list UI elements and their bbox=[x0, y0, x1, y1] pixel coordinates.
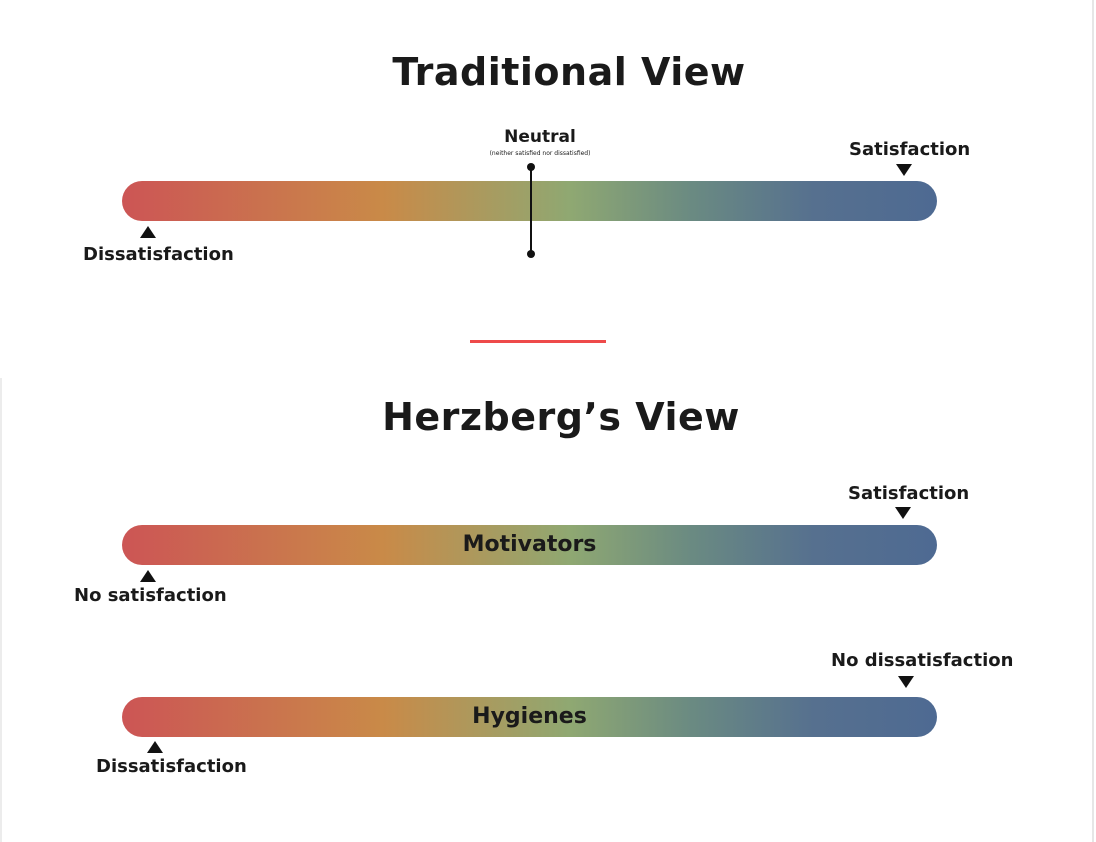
motivators-bar-label: Motivators bbox=[462, 532, 597, 557]
neutral-marker-bottom-dot bbox=[527, 250, 535, 258]
neutral-marker-line bbox=[530, 166, 532, 254]
neutral-marker-top-dot bbox=[527, 163, 535, 171]
motivators-bar: Motivators bbox=[122, 525, 937, 565]
page-edge-left bbox=[0, 378, 2, 842]
traditional-right-marker-icon bbox=[896, 164, 912, 176]
neutral-label: Neutral bbox=[504, 127, 576, 147]
traditional-scale-bar bbox=[122, 181, 937, 221]
traditional-left-label: Dissatisfaction bbox=[83, 244, 234, 265]
traditional-view-title: Traditional View bbox=[392, 50, 746, 94]
hygienes-right-marker-icon bbox=[898, 676, 914, 688]
neutral-sublabel: (neither satisfied nor dissatisfied) bbox=[489, 150, 591, 157]
herzberg-view-title: Herzberg’s View bbox=[382, 395, 740, 439]
hygienes-bar: Hygienes bbox=[122, 697, 937, 737]
hygienes-bar-label: Hygienes bbox=[472, 704, 587, 729]
hygienes-right-label: No dissatisfaction bbox=[831, 650, 1014, 671]
traditional-right-label: Satisfaction bbox=[849, 139, 971, 160]
motivators-right-marker-icon bbox=[895, 507, 911, 519]
hygienes-left-label: Dissatisfaction bbox=[96, 756, 247, 777]
motivators-left-label: No satisfaction bbox=[74, 585, 227, 606]
motivators-right-label: Satisfaction bbox=[848, 483, 970, 504]
hygienes-left-marker-icon bbox=[147, 741, 163, 753]
traditional-left-marker-icon bbox=[140, 226, 156, 238]
page-edge-right bbox=[1092, 0, 1094, 842]
section-divider bbox=[470, 340, 606, 343]
motivators-left-marker-icon bbox=[140, 570, 156, 582]
